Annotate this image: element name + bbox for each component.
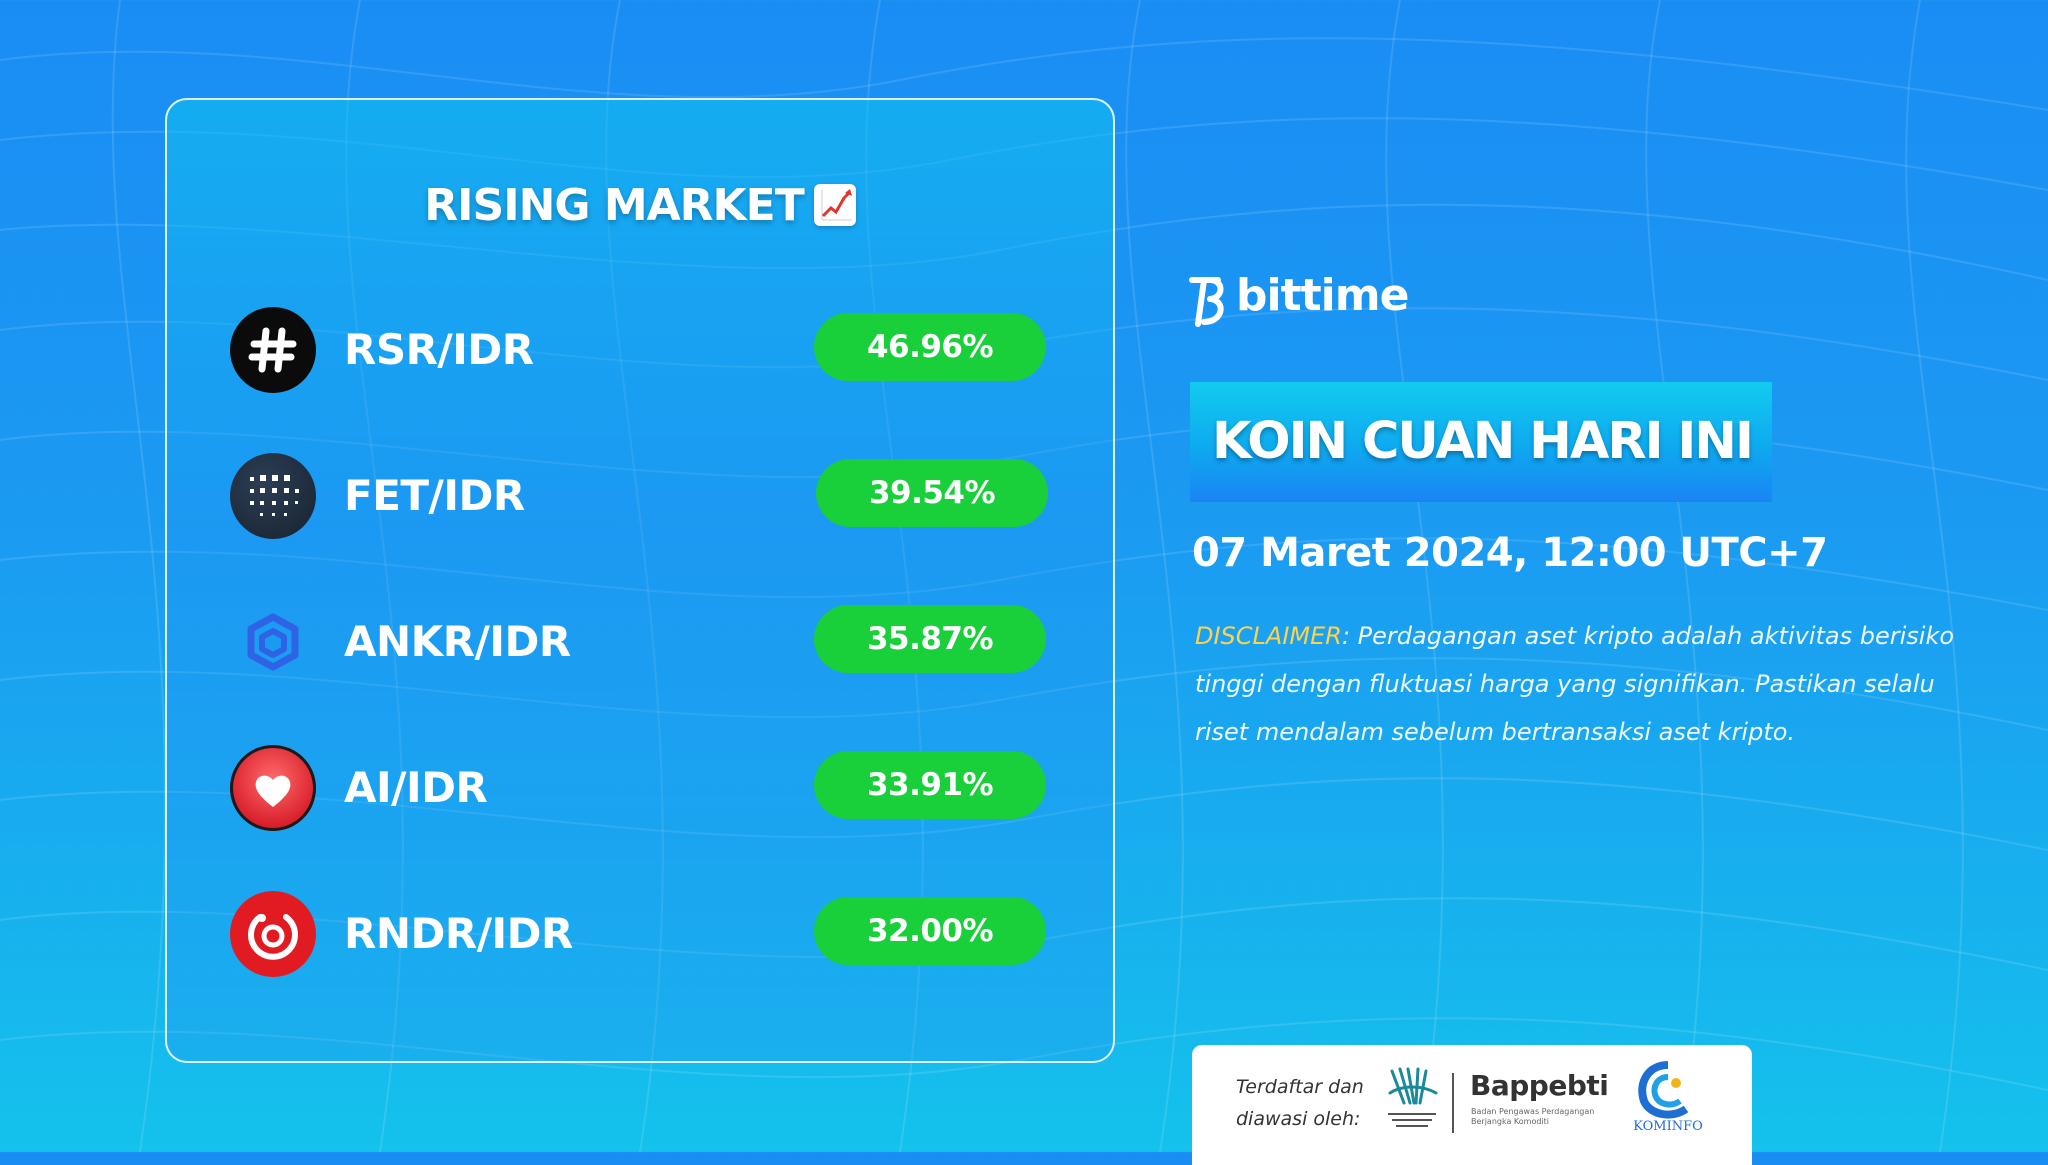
- pair-label: ANKR/IDR: [344, 617, 571, 666]
- headline-banner: KOIN CUAN HARI INI: [1190, 382, 1772, 502]
- regulator-footer: Terdaftar dan diawasi oleh: Bappebti Bad…: [1192, 1045, 1752, 1165]
- card-title: RISING MARKET: [167, 180, 1113, 231]
- date-time: 07 Maret 2024, 12:00 UTC+7: [1192, 530, 1828, 576]
- change-badge: 46.96%: [814, 313, 1046, 381]
- list-item[interactable]: RSR/IDR 46.96%: [230, 307, 1050, 393]
- list-item[interactable]: FET/IDR 39.54%: [230, 453, 1050, 539]
- change-badge: 32.00%: [814, 897, 1046, 965]
- pair-label: FET/IDR: [344, 471, 525, 520]
- brand-name: bittime: [1236, 270, 1409, 321]
- bappebti-logo: Bappebti: [1470, 1069, 1609, 1102]
- rndr-ring-icon: [230, 891, 316, 977]
- bappebti-subtitle: Badan Pengawas Perdagangan Berjangka Kom…: [1471, 1107, 1595, 1126]
- pair-label: AI/IDR: [344, 763, 488, 812]
- disclaimer-text: : Perdagangan aset kripto adalah aktivit…: [1195, 622, 1955, 746]
- pair-label: RNDR/IDR: [344, 909, 573, 958]
- list-item[interactable]: RNDR/IDR 32.00%: [230, 891, 1050, 977]
- list-item[interactable]: AI/IDR 33.91%: [230, 745, 1050, 831]
- fet-dots-icon: [230, 453, 316, 539]
- disclaimer-label: DISCLAIMER: [1195, 622, 1342, 650]
- disclaimer: DISCLAIMER: Perdagangan aset kripto adal…: [1195, 612, 1975, 756]
- card-title-text: RISING MARKET: [424, 180, 804, 231]
- bittime-logo-icon: [1189, 277, 1224, 327]
- kemendag-logo-icon: [1388, 1067, 1438, 1127]
- kominfo-logo-icon: [1638, 1061, 1689, 1119]
- ai-heart-icon: [230, 745, 316, 831]
- change-badge: 35.87%: [814, 605, 1046, 673]
- pair-label: RSR/IDR: [344, 325, 534, 374]
- change-badge: 39.54%: [816, 459, 1048, 527]
- registered-text: Terdaftar dan diawasi oleh:: [1236, 1076, 1364, 1130]
- list-item[interactable]: ANKR/IDR 35.87%: [230, 599, 1050, 685]
- kominfo-label: KOMINFO: [1633, 1119, 1703, 1134]
- ankr-hexagon-icon: [230, 599, 316, 685]
- headline: KOIN CUAN HARI INI: [1212, 412, 1754, 471]
- change-badge: 33.91%: [814, 751, 1046, 819]
- rsr-hash-icon: [230, 307, 316, 393]
- divider: [1452, 1073, 1454, 1133]
- chart-increasing-icon: [813, 184, 856, 226]
